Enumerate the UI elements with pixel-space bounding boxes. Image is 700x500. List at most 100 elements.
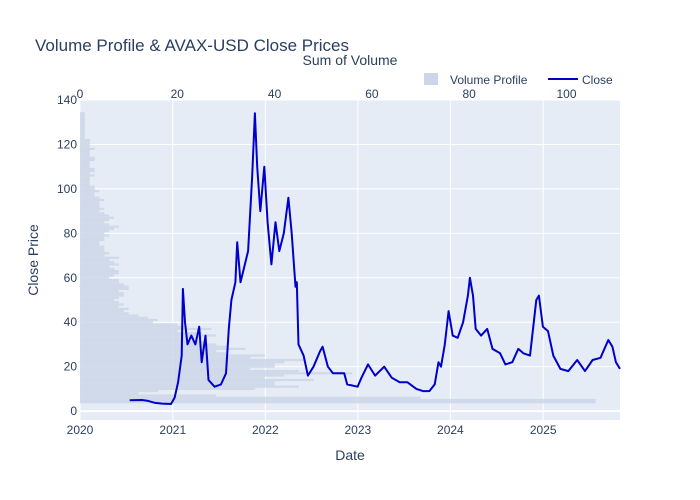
volume-bar[interactable] [80, 123, 85, 126]
volume-bar[interactable] [80, 194, 95, 197]
volume-bar[interactable] [80, 207, 105, 210]
volume-bar[interactable] [80, 127, 85, 130]
volume-bar[interactable] [80, 145, 90, 148]
volume-bar[interactable] [80, 365, 275, 368]
volume-bar[interactable] [80, 190, 100, 193]
volume-bar[interactable] [80, 161, 90, 164]
volume-bar[interactable] [80, 314, 139, 317]
volume-bar[interactable] [80, 258, 110, 262]
volume-bar[interactable] [80, 363, 275, 366]
volume-bar[interactable] [80, 376, 265, 379]
volume-bar[interactable] [80, 263, 119, 266]
volume-bar[interactable] [80, 156, 95, 159]
volume-bar[interactable] [80, 307, 129, 310]
volume-bar[interactable] [80, 176, 90, 179]
volume-bar[interactable] [80, 152, 90, 155]
volume-bar[interactable] [80, 218, 110, 222]
volume-bar[interactable] [80, 185, 95, 188]
volume-bar[interactable] [80, 325, 188, 328]
volume-bar[interactable] [80, 270, 119, 273]
volume-bar[interactable] [80, 114, 85, 117]
volume-bar[interactable] [80, 210, 100, 213]
volume-bar[interactable] [80, 374, 285, 377]
volume-bar[interactable] [80, 316, 149, 319]
volume-bar[interactable] [80, 116, 85, 119]
volume-bar[interactable] [80, 163, 90, 166]
volume-bar[interactable] [80, 292, 124, 295]
volume-bar[interactable] [80, 256, 119, 259]
volume-bar[interactable] [80, 136, 85, 139]
volume-bar[interactable] [80, 227, 115, 230]
volume-bar[interactable] [80, 372, 353, 375]
legend-label-close[interactable]: Close [582, 73, 613, 87]
volume-bar[interactable] [80, 143, 90, 146]
volume-bar[interactable] [80, 385, 299, 388]
volume-bar[interactable] [80, 334, 217, 337]
volume-bar[interactable] [80, 167, 95, 170]
volume-bar[interactable] [80, 305, 119, 308]
volume-bar[interactable] [80, 390, 158, 393]
volume-bar[interactable] [80, 121, 85, 124]
volume-bar[interactable] [80, 378, 314, 382]
close-series[interactable] [129, 112, 621, 405]
volume-bar[interactable] [80, 332, 202, 335]
volume-bar[interactable] [80, 112, 85, 115]
volume-bar[interactable] [80, 347, 246, 350]
volume-bar[interactable] [80, 214, 110, 217]
volume-bar[interactable] [80, 252, 110, 255]
volume-bar[interactable] [80, 134, 85, 137]
volume-bar[interactable] [80, 158, 95, 162]
volume-bar[interactable] [80, 232, 105, 235]
volume-bar[interactable] [80, 223, 110, 226]
volume-bar[interactable] [80, 265, 110, 268]
volume-bar[interactable] [80, 181, 90, 184]
volume-bar[interactable] [80, 278, 119, 282]
volume-bar[interactable] [80, 234, 110, 237]
volume-bar[interactable] [80, 396, 421, 399]
volume-bar[interactable] [80, 174, 95, 177]
volume-bar[interactable] [80, 338, 188, 342]
volume-bar[interactable] [80, 394, 217, 397]
volume-bar[interactable] [80, 138, 90, 142]
volume-bar[interactable] [80, 327, 212, 330]
volume-bar[interactable] [80, 221, 105, 224]
volume-bar[interactable] [80, 147, 95, 150]
volume-bar[interactable] [80, 118, 85, 122]
volume-bar[interactable] [80, 130, 85, 133]
legend-swatch-volume-profile[interactable] [424, 73, 438, 85]
volume-bar[interactable] [80, 150, 90, 153]
volume-bar[interactable] [80, 290, 119, 293]
volume-bar[interactable] [80, 330, 178, 333]
volume-bar[interactable] [80, 267, 115, 270]
volume-bar[interactable] [80, 247, 105, 250]
volume-bar[interactable] [80, 387, 256, 390]
volume-bar[interactable] [80, 345, 226, 348]
volume-bar[interactable] [80, 238, 105, 242]
volume-bar[interactable] [80, 261, 115, 264]
volume-profile-bars[interactable] [80, 112, 596, 404]
volume-bar[interactable] [80, 392, 139, 395]
volume-bar[interactable] [80, 272, 119, 275]
volume-bar[interactable] [80, 125, 85, 128]
volume-bar[interactable] [80, 236, 105, 239]
volume-bar[interactable] [80, 196, 100, 199]
volume-bar[interactable] [80, 165, 90, 168]
volume-bar[interactable] [80, 241, 100, 244]
volume-bar[interactable] [80, 350, 217, 353]
volume-bar[interactable] [80, 274, 115, 277]
volume-bar[interactable] [80, 354, 265, 357]
volume-bar[interactable] [80, 341, 207, 344]
volume-bar[interactable] [80, 187, 95, 190]
volume-bar[interactable] [80, 276, 110, 279]
volume-bar[interactable] [80, 398, 596, 402]
volume-bar[interactable] [80, 361, 285, 364]
volume-bar[interactable] [80, 254, 105, 257]
volume-bar[interactable] [80, 281, 119, 284]
volume-bar[interactable] [80, 343, 217, 346]
volume-bar[interactable] [80, 310, 124, 313]
volume-bar[interactable] [80, 192, 95, 195]
volume-bar[interactable] [80, 230, 110, 233]
volume-bar[interactable] [80, 287, 129, 290]
volume-bar[interactable] [80, 250, 105, 253]
volume-bar[interactable] [80, 132, 85, 135]
